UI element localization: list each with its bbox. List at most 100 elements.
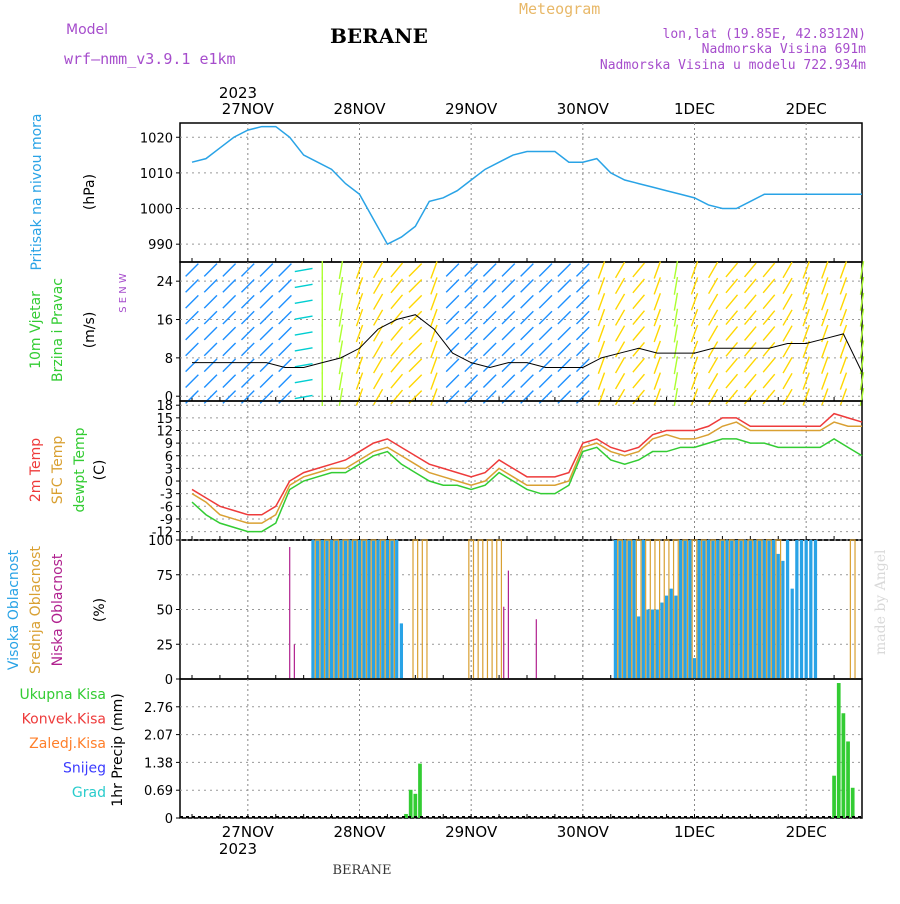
wind-arrow [782,372,793,390]
y-tick-label: 1010 [140,167,173,182]
wind-arrow [614,372,626,390]
bottom-day-label: 2DEC [786,823,827,841]
wind-arrow [203,326,218,341]
wind-arrow [464,310,479,325]
wind-arrow [482,263,497,277]
wind-arrow [744,310,757,325]
precip-panel: 0 0.69 1.38 2.07 2.76 [144,678,863,827]
wind-arrow [222,374,237,388]
model-label: Model [66,22,108,38]
wind-arrow [482,310,497,325]
year-bottom: 2023 [219,840,257,858]
precip-unit: 1hr Precip (mm) [110,693,126,806]
wind-arrow [690,308,699,327]
precip-legend-label: Grad [72,785,106,801]
wind-arrow [597,261,606,279]
precip-bar [408,789,413,818]
cloud-bar [725,540,729,679]
y-tick-label: 8 [165,352,173,367]
y-tick-label: 12 [156,424,173,439]
wind-arrow [859,276,865,295]
wind-arrow [708,293,719,310]
wind-arrow [725,326,739,341]
wind-arrow [373,388,384,406]
wind-arrow [690,340,699,359]
wind-arrow [575,294,590,309]
wind-arrow [240,310,255,325]
temp-line [191,438,863,533]
wind-arrow [445,294,460,309]
cloud-bar [613,540,618,679]
cloud-low-label: Niska Oblacnost [50,553,66,666]
wind-arrow [355,277,364,295]
cloud-bar [767,540,771,679]
top-day-label: 1DEC [674,100,715,118]
wind-arrow [240,294,255,309]
cloud-bar [720,540,725,679]
wind-arrow [408,263,423,277]
wind-arrow [782,261,793,279]
temp-line [191,421,862,524]
wind-arrow [762,357,776,373]
wind-arrow [690,324,699,343]
y-tick-label: 0 [165,475,173,490]
y-tick-label: 0 [165,812,173,827]
cloud-bar [711,540,715,679]
wind-arrow [294,299,313,305]
bottom-day-label: 29NOV [445,823,498,841]
wind-arrow [278,358,292,373]
wind-arrow [839,261,848,279]
wind-arrow [185,326,199,341]
cloud-bar [315,540,320,679]
wind-arrow [259,342,274,357]
bottom-day-label: 27NOV [222,823,275,841]
wind-arrow [278,342,292,357]
wind-arrow [464,263,479,277]
wind-arrow [653,324,662,343]
wind-arrow [338,308,344,327]
wind-arrow [408,342,423,357]
wind-arrow [762,262,776,278]
wind-arrow [614,341,626,358]
wind-arrow [185,342,199,357]
wind-arrow [802,261,810,279]
wind-arrow [538,310,553,325]
wind-arrow [520,342,534,357]
wind-unit: (m/s) [82,312,98,349]
panel-frame [179,122,863,263]
wind-arrow [278,294,292,309]
wind-arrow [185,310,199,325]
wind-arrow [294,378,313,384]
cloud-bar [781,560,785,679]
wind-arrow [575,358,590,373]
sfctemp-label: SFC Temp [50,436,66,505]
y-tick-label: 1.38 [144,756,173,771]
cloud-bar [776,553,780,679]
wind-arrow [294,394,313,400]
wind-arrow [355,356,364,374]
top-day-label: 30NOV [557,100,610,118]
wind-arrow [338,340,344,359]
cloud-bar [660,602,664,679]
wind-arrow [708,341,719,358]
wind-arrow [632,310,645,325]
y-tick-label: 15 [156,412,173,427]
pressure-label: Pritisak na nivou mora [29,113,45,270]
wind-arrow [839,340,848,359]
wind-arrow [673,308,679,327]
wind-arrow [355,388,364,406]
cloud-bar [343,540,348,679]
wind-arrow [278,374,292,388]
cloud-unit: (%) [92,598,108,622]
cloud-bar [669,588,673,679]
bottom-day-label: 28NOV [333,823,386,841]
precip-bar [836,683,841,818]
wind-arrow [802,324,810,343]
cloud-bar [758,540,762,679]
wind-arrow [278,326,292,341]
wind-arrow [222,263,237,277]
cloud-bar [688,540,692,679]
wind-arrow [338,324,344,343]
cloud-bar [650,609,655,679]
